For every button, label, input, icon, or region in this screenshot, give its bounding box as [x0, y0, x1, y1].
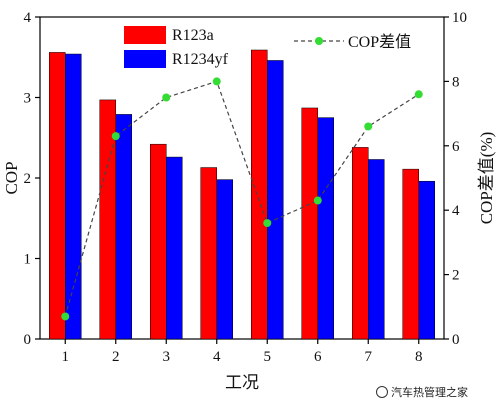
- bar-r123a-1: [49, 52, 66, 340]
- y-right-tick-label-10: 10: [452, 10, 467, 26]
- watermark: 汽车热管理之家: [376, 384, 468, 400]
- cop-diff-point-6: [313, 196, 322, 205]
- bar-r123a-3: [150, 143, 167, 340]
- cop-diff-point-7: [364, 122, 373, 131]
- y-axis-title: COP: [2, 161, 21, 194]
- bar-r123a-6: [301, 107, 318, 340]
- bar-r1234yf-6: [317, 117, 334, 340]
- legend-label-r123a: R123a: [172, 27, 214, 44]
- y-right-tick-label-2: 2: [452, 268, 460, 284]
- x-tick-label-8: 8: [415, 349, 423, 365]
- x-tick-label-4: 4: [213, 349, 221, 365]
- y-tick-label-0: 0: [24, 332, 32, 348]
- cop-diff-line: [64, 80, 420, 317]
- cop-diff-point-8: [414, 90, 423, 99]
- cop-diff-point-5: [263, 219, 272, 228]
- x-tick-label-3: 3: [163, 349, 171, 365]
- x-tick-label-5: 5: [264, 349, 272, 365]
- y-right-tick-label-0: 0: [452, 332, 460, 348]
- x-tick-label-1: 1: [62, 349, 70, 365]
- cop-diff-point-1: [61, 312, 70, 321]
- bar-r1234yf-3: [166, 156, 183, 340]
- wechat-icon: [376, 386, 388, 398]
- y-tick-label-2: 2: [24, 171, 32, 187]
- bar-r123a-8: [402, 168, 419, 340]
- bar-r123a-7: [352, 147, 369, 340]
- x-tick-label-7: 7: [365, 349, 373, 365]
- legend-label-cop-diff: COP差值: [348, 33, 411, 51]
- x-tick-label-6: 6: [314, 349, 322, 365]
- watermark-text: 汽车热管理之家: [391, 386, 468, 399]
- y-axis-right-title: COP差值(%): [477, 132, 496, 225]
- y-tick-label-1: 1: [24, 252, 32, 268]
- y-right-tick-label-8: 8: [452, 74, 460, 90]
- bar-r1234yf-8: [418, 180, 435, 340]
- y-right-tick-label-6: 6: [452, 139, 460, 155]
- cop-diff-point-4: [212, 77, 221, 86]
- legend-label-r1234yf: R1234yf: [172, 51, 229, 68]
- legend-swatch-r1234yf: [124, 50, 166, 68]
- legend-marker-cop-diff: [315, 37, 323, 45]
- bar-r123a-4: [200, 167, 217, 340]
- legend-swatch-r123a: [124, 26, 166, 44]
- cop-diff-point-3: [162, 93, 171, 102]
- bar-r1234yf-4: [216, 179, 233, 340]
- y-right-tick-label-4: 4: [452, 203, 460, 219]
- bar-r1234yf-7: [368, 159, 385, 340]
- bar-r1234yf-5: [267, 60, 284, 340]
- cop-diff-point-2: [111, 132, 120, 141]
- bar-r1234yf-2: [115, 114, 132, 340]
- bar-r123a-5: [251, 49, 268, 340]
- bar-r1234yf-1: [65, 53, 82, 340]
- x-tick-label-2: 2: [112, 349, 120, 365]
- x-axis-title: 工况: [225, 373, 259, 392]
- y-tick-label-3: 3: [24, 91, 32, 107]
- y-tick-label-4: 4: [24, 10, 32, 26]
